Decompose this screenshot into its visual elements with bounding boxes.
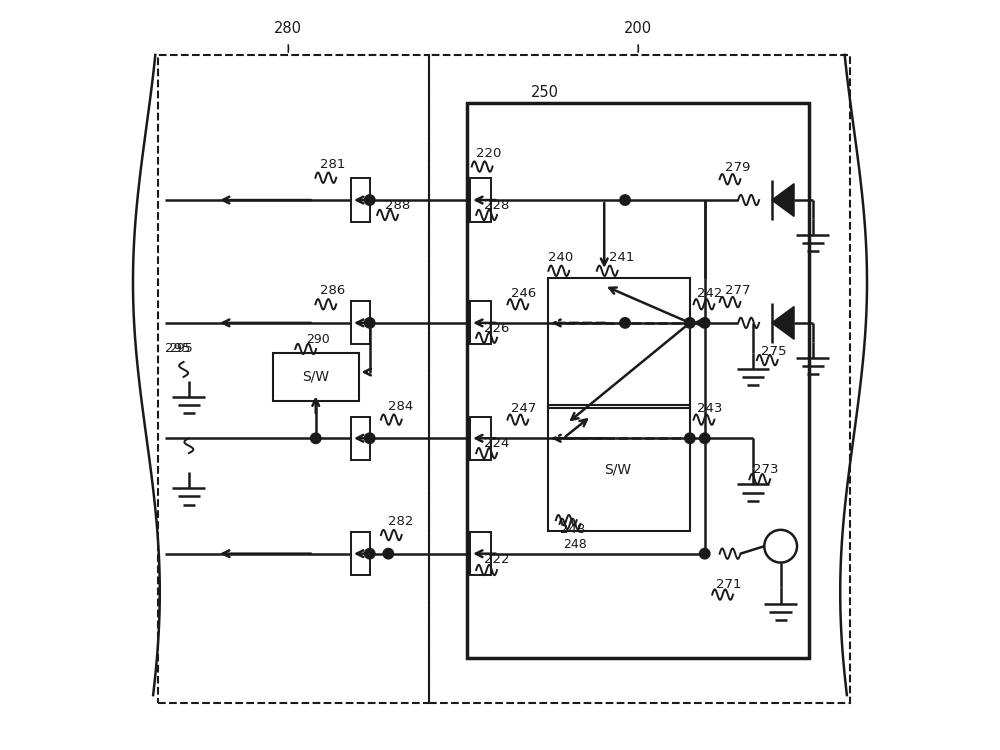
Circle shape [365, 433, 375, 443]
Text: 282: 282 [388, 515, 414, 528]
Polygon shape [772, 184, 794, 217]
Text: 280: 280 [274, 21, 302, 36]
Text: 247: 247 [511, 402, 537, 415]
Circle shape [365, 318, 375, 328]
Text: 295: 295 [169, 342, 192, 355]
Text: 246: 246 [511, 286, 536, 299]
Text: 290: 290 [306, 333, 330, 346]
Circle shape [383, 548, 394, 559]
Text: 241: 241 [609, 251, 634, 264]
Text: 243: 243 [697, 402, 723, 415]
Circle shape [685, 318, 695, 328]
Text: 281: 281 [320, 158, 345, 171]
Text: 248: 248 [560, 523, 585, 536]
Text: 240: 240 [548, 251, 574, 264]
Text: 220: 220 [476, 148, 502, 160]
Text: 295: 295 [165, 342, 190, 355]
Text: 271: 271 [716, 578, 741, 592]
Circle shape [700, 318, 710, 328]
Text: S/W: S/W [302, 370, 329, 384]
Text: 222: 222 [484, 553, 509, 566]
Circle shape [700, 433, 710, 443]
Text: 226: 226 [484, 322, 509, 334]
Circle shape [365, 195, 375, 206]
Text: 275: 275 [761, 345, 786, 358]
Text: 224: 224 [484, 437, 509, 450]
Circle shape [311, 433, 321, 443]
Text: 286: 286 [320, 284, 345, 298]
Text: 250: 250 [531, 85, 559, 100]
Circle shape [620, 195, 630, 206]
Text: 288: 288 [385, 199, 410, 211]
Text: 228: 228 [484, 199, 509, 211]
Text: 200: 200 [624, 21, 652, 36]
Text: 284: 284 [388, 400, 414, 412]
Polygon shape [772, 307, 794, 339]
Circle shape [365, 548, 375, 559]
Text: 277: 277 [725, 284, 750, 297]
Text: 273: 273 [753, 463, 779, 476]
FancyBboxPatch shape [273, 352, 359, 401]
Text: 248: 248 [563, 538, 587, 551]
Circle shape [620, 318, 630, 328]
Text: S/W: S/W [604, 463, 631, 477]
Circle shape [700, 548, 710, 559]
Text: 242: 242 [697, 286, 723, 299]
Text: 279: 279 [725, 160, 750, 174]
Circle shape [685, 433, 695, 443]
